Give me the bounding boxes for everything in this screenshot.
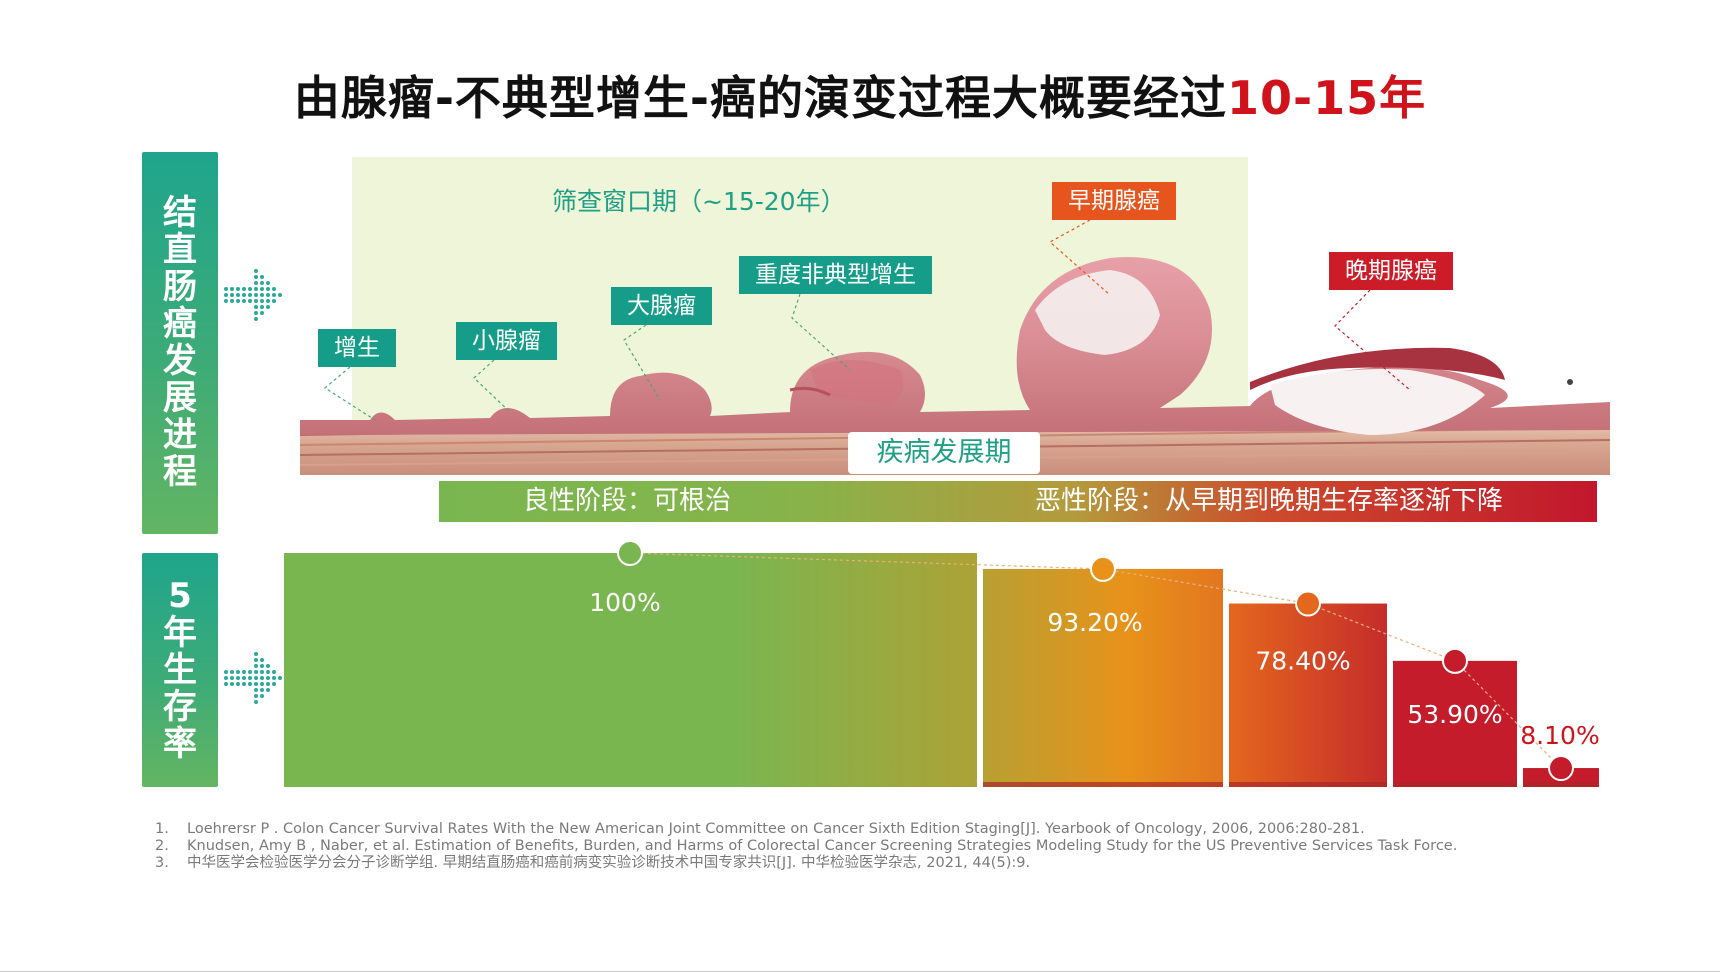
stage-label-hyperplasia: 增生 bbox=[318, 329, 396, 367]
benign-phase-label: 良性阶段：可根治 bbox=[523, 486, 732, 516]
survival-marker-3 bbox=[1442, 647, 1468, 674]
reference-text: 中华医学会检验医学分会分子诊断学组. 早期结直肠癌和癌前病变实验诊断技术中国专家… bbox=[187, 855, 1031, 871]
disease-period-label: 疾病发展期 bbox=[848, 432, 1040, 474]
survival-bar-3 bbox=[1393, 660, 1517, 787]
reference-item: 3. 中华医学会检验医学分会分子诊断学组. 早期结直肠癌和癌前病变实验诊断技术中国… bbox=[155, 855, 1655, 872]
reference-text: Loehrersr P . Colon Cancer Survival Rate… bbox=[187, 821, 1365, 837]
stage-label-severe-dysplasia: 重度非典型增生 bbox=[739, 256, 932, 294]
survival-trend-line bbox=[629, 552, 1562, 769]
title-highlight: 10-15年 bbox=[1227, 71, 1427, 125]
page-title: 由腺瘤-不典型增生-癌的演变过程大概要经过10-15年 bbox=[293, 71, 1427, 125]
references: 1. Loehrersr P . Colon Cancer Survival Ra… bbox=[155, 821, 1655, 872]
survival-value-label-3: 53.90% bbox=[1407, 700, 1502, 729]
dotted-right-arrow-icon bbox=[224, 652, 282, 704]
survival-value-label-1: 93.20% bbox=[1047, 608, 1142, 637]
survival-value-label-2: 78.40% bbox=[1255, 647, 1350, 676]
survival-bar-2 bbox=[1229, 603, 1387, 787]
reference-item: 2. Knudsen, Amy B , Naber, et al. Estimat… bbox=[155, 838, 1655, 855]
survival-bar-baseline-3 bbox=[1393, 782, 1517, 787]
progress-side-panel: 结直肠癌发展进程 bbox=[142, 152, 218, 534]
reference-number: 3. bbox=[155, 855, 169, 871]
survival-bar-baseline-1 bbox=[983, 782, 1223, 787]
stage-label-large-adenoma: 大腺瘤 bbox=[611, 287, 712, 325]
screening-window-label: 筛查窗口期（~15-20年） bbox=[552, 187, 846, 216]
progress-panel-label: 结直肠癌发展进程 bbox=[163, 193, 197, 492]
stage-label-late-adenocarcinoma: 晚期腺癌 bbox=[1329, 252, 1453, 290]
reference-number: 1. bbox=[155, 821, 169, 837]
survival-marker-1 bbox=[1090, 555, 1116, 582]
phase-bar: 良性阶段：可根治 恶性阶段：从早期到晚期生存率逐渐下降 bbox=[439, 481, 1597, 522]
survival-bar-baseline-4 bbox=[1523, 782, 1599, 787]
reference-number: 2. bbox=[155, 838, 169, 854]
stage-label-early-adenocarcinoma: 早期腺癌 bbox=[1052, 182, 1176, 220]
malignant-phase-label: 恶性阶段：从早期到晚期生存率逐渐下降 bbox=[1035, 486, 1504, 516]
survival-value-label-0: 100% bbox=[589, 588, 660, 617]
dotted-right-arrow-icon bbox=[224, 269, 282, 321]
survival-side-panel: 5年生存率 bbox=[142, 553, 218, 787]
survival-bar-0 bbox=[284, 553, 977, 787]
survival-bar-1 bbox=[983, 568, 1223, 787]
reference-text: Knudsen, Amy B , Naber, et al. Estimatio… bbox=[187, 838, 1458, 854]
survival-marker-4 bbox=[1548, 755, 1574, 782]
stage-label-small-adenoma: 小腺瘤 bbox=[456, 322, 557, 360]
survival-marker-2 bbox=[1295, 590, 1321, 617]
survival-marker-0 bbox=[617, 540, 643, 566]
reference-item: 1. Loehrersr P . Colon Cancer Survival Ra… bbox=[155, 821, 1655, 838]
survival-panel-label: 5年生存率 bbox=[163, 575, 197, 764]
survival-bar-baseline-2 bbox=[1229, 782, 1387, 787]
survival-value-label-4: 8.10% bbox=[1520, 721, 1599, 750]
